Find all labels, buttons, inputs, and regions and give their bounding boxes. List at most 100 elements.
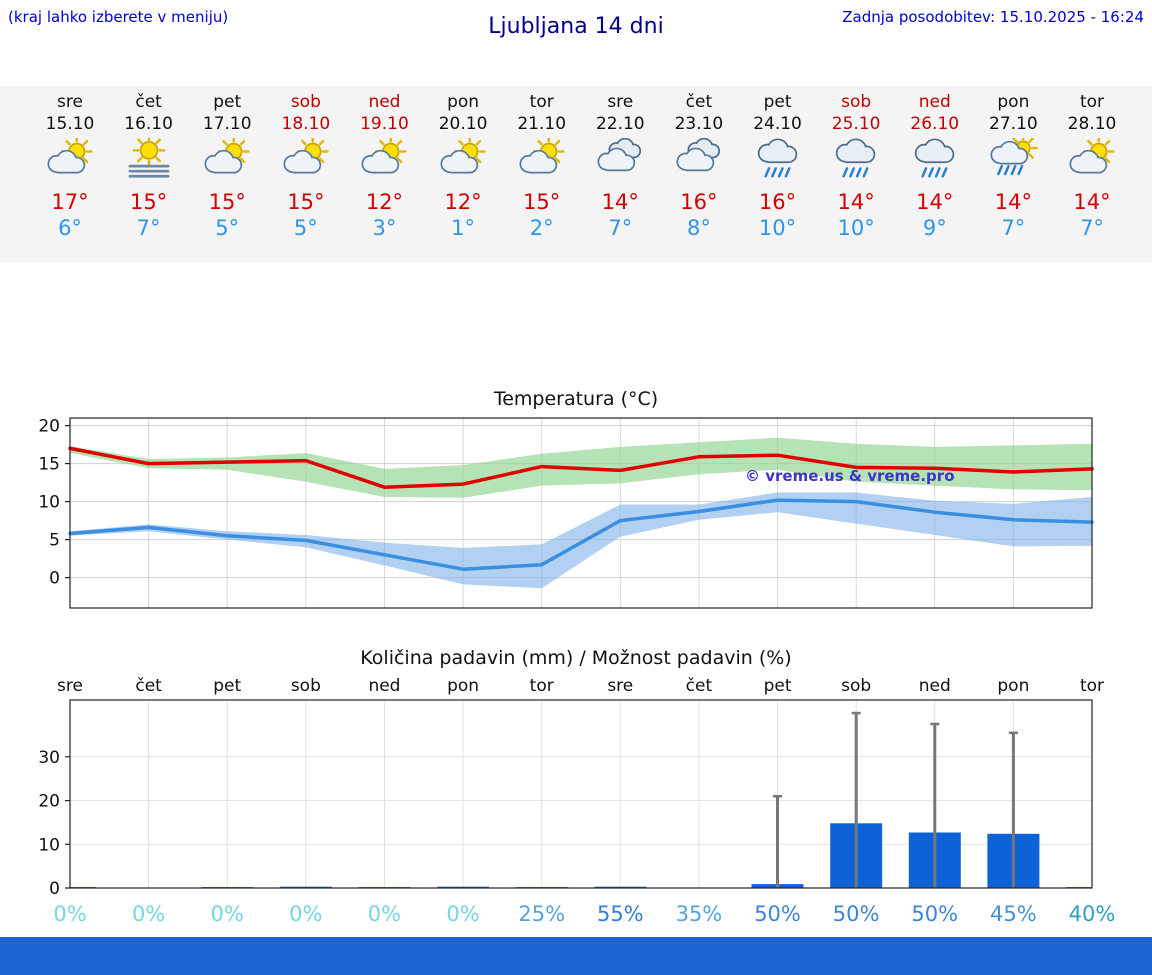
- forecast-day: čet 16.10 15° 7°: [108, 91, 190, 241]
- day-date: 22.10: [595, 114, 645, 134]
- svg-text:© vreme.us & vreme.pro: © vreme.us & vreme.pro: [745, 467, 955, 485]
- precipitation-chart-title: Količina padavin (mm) / Možnost padavin …: [360, 647, 792, 669]
- precip-day-label: čet: [685, 676, 713, 696]
- svg-text:0: 0: [49, 569, 60, 589]
- cloud-rain-icon: [815, 135, 897, 187]
- temperature-chart: 0 5 10 15 20 © vreme.us & vreme.pro: [38, 417, 1094, 609]
- svg-text:20: 20: [38, 792, 60, 812]
- day-name: sre: [57, 92, 83, 112]
- day-max-temp: 15°: [129, 190, 168, 214]
- day-max-temp: 16°: [758, 190, 797, 214]
- precip-probability-label: 45%: [990, 902, 1037, 926]
- forecast-day: čet 23.10 16° 8°: [658, 91, 740, 241]
- day-name: ned: [918, 92, 951, 112]
- precip-probability-label: 0%: [367, 902, 402, 926]
- forecast-day: sob 18.10 15° 5°: [265, 91, 347, 241]
- sun-cloud-icon: [1051, 135, 1133, 187]
- day-name: čet: [135, 92, 162, 112]
- cloud-icon: [579, 135, 661, 187]
- cloud-icon: [658, 135, 740, 187]
- forecast-day: pon 27.10 14° 7°: [972, 91, 1054, 241]
- precipitation-chart: 0 10 20 30: [38, 699, 1093, 894]
- forecast-day: pet 17.10 15° 5°: [186, 91, 268, 241]
- day-max-temp: 14°: [837, 190, 875, 214]
- day-date: 20.10: [438, 114, 488, 134]
- day-min-temp: 7°: [608, 216, 633, 240]
- page-title: Ljubljana 14 dni: [488, 14, 664, 39]
- day-name: tor: [529, 92, 554, 112]
- cloud-rain-icon: [737, 135, 819, 187]
- day-name: čet: [685, 92, 713, 112]
- day-date: 18.10: [281, 114, 331, 134]
- svg-text:5: 5: [49, 531, 60, 551]
- forecast-day: ned 26.10 14° 9°: [894, 91, 976, 241]
- day-date: 25.10: [831, 114, 881, 134]
- day-name: sob: [841, 92, 872, 112]
- day-max-temp: 15°: [523, 190, 561, 214]
- day-max-temp: 15°: [287, 190, 325, 214]
- precip-probability-label: 25%: [518, 902, 566, 926]
- day-date: 16.10: [124, 114, 173, 134]
- precip-probability-label: 0%: [131, 902, 166, 926]
- precip-day-label: pet: [763, 676, 792, 696]
- day-min-temp: 5°: [293, 216, 318, 240]
- day-date: 15.10: [45, 114, 95, 134]
- day-min-temp: 6°: [58, 216, 82, 240]
- forecast-day: pet 24.10 16° 10°: [737, 91, 819, 241]
- day-name: sre: [607, 92, 634, 112]
- precip-probability-label: 50%: [832, 902, 880, 926]
- sun-cloud-icon: [29, 135, 111, 187]
- day-min-temp: 7°: [1001, 216, 1026, 240]
- precip-probability-label: 40%: [1068, 902, 1116, 926]
- day-max-temp: 14°: [916, 190, 954, 214]
- precip-day-label: ned: [368, 676, 401, 696]
- forecast-day: tor 21.10 15° 2°: [501, 91, 583, 241]
- precip-probability-label: 0%: [210, 902, 244, 926]
- day-min-temp: 1°: [451, 216, 475, 240]
- svg-text:0: 0: [49, 879, 60, 894]
- day-date: 28.10: [1067, 114, 1117, 134]
- day-date: 24.10: [753, 114, 802, 134]
- precip-day-label: sre: [57, 676, 83, 696]
- day-min-temp: 5°: [215, 216, 240, 240]
- precip-day-label: pon: [997, 676, 1030, 696]
- precip-probability-label: 50%: [911, 902, 959, 926]
- precip-probability-row: 0% 0% 0% 0% 0% 0% 25% 55% 35% 50% 50% 50% 45% 40%: [0, 902, 1152, 932]
- svg-text:30: 30: [38, 748, 60, 768]
- forecast-day: pon 20.10 12° 1°: [422, 91, 504, 241]
- day-name: ned: [368, 92, 401, 112]
- sun-cloud-icon: [265, 135, 347, 187]
- day-date: 27.10: [989, 114, 1038, 134]
- forecast-day: sre 22.10 14° 7°: [579, 91, 661, 241]
- precip-probability-label: 55%: [596, 902, 644, 926]
- day-max-temp: 16°: [680, 190, 718, 214]
- day-name: tor: [1079, 92, 1105, 112]
- sun-cloud-rain-icon: [972, 133, 1054, 187]
- day-date: 17.10: [202, 114, 252, 134]
- svg-text:10: 10: [38, 835, 60, 855]
- day-name: pon: [997, 92, 1030, 112]
- location-menu-hint: (kraj lahko izberete v meniju): [8, 8, 229, 26]
- precip-day-label: sre: [607, 676, 634, 696]
- day-max-temp: 17°: [51, 190, 89, 214]
- sun-cloud-icon: [186, 135, 268, 187]
- day-min-temp: 10°: [837, 216, 875, 240]
- precip-probability-label: 0%: [53, 902, 87, 926]
- footer-bar: [0, 937, 1152, 975]
- precip-day-label: pet: [213, 676, 242, 696]
- day-name: pon: [447, 92, 480, 112]
- precip-probability-label: 0%: [446, 902, 480, 926]
- forecast-day: sob 25.10 14° 10°: [815, 91, 897, 241]
- day-name: pet: [763, 92, 792, 112]
- day-date: 23.10: [674, 114, 724, 134]
- day-min-temp: 2°: [529, 216, 554, 240]
- day-max-temp: 12°: [365, 190, 404, 214]
- sun-cloud-icon: [501, 135, 583, 187]
- precip-probability-label: 50%: [754, 902, 801, 926]
- svg-text:15: 15: [38, 455, 60, 475]
- precip-day-label: čet: [135, 676, 162, 696]
- forecast-strip: sre 15.10 17° 6° čet 16.10 15° 7° pet 17.10 15° 5° s…: [0, 86, 1152, 262]
- day-max-temp: 14°: [994, 190, 1032, 214]
- day-max-temp: 14°: [1073, 190, 1111, 214]
